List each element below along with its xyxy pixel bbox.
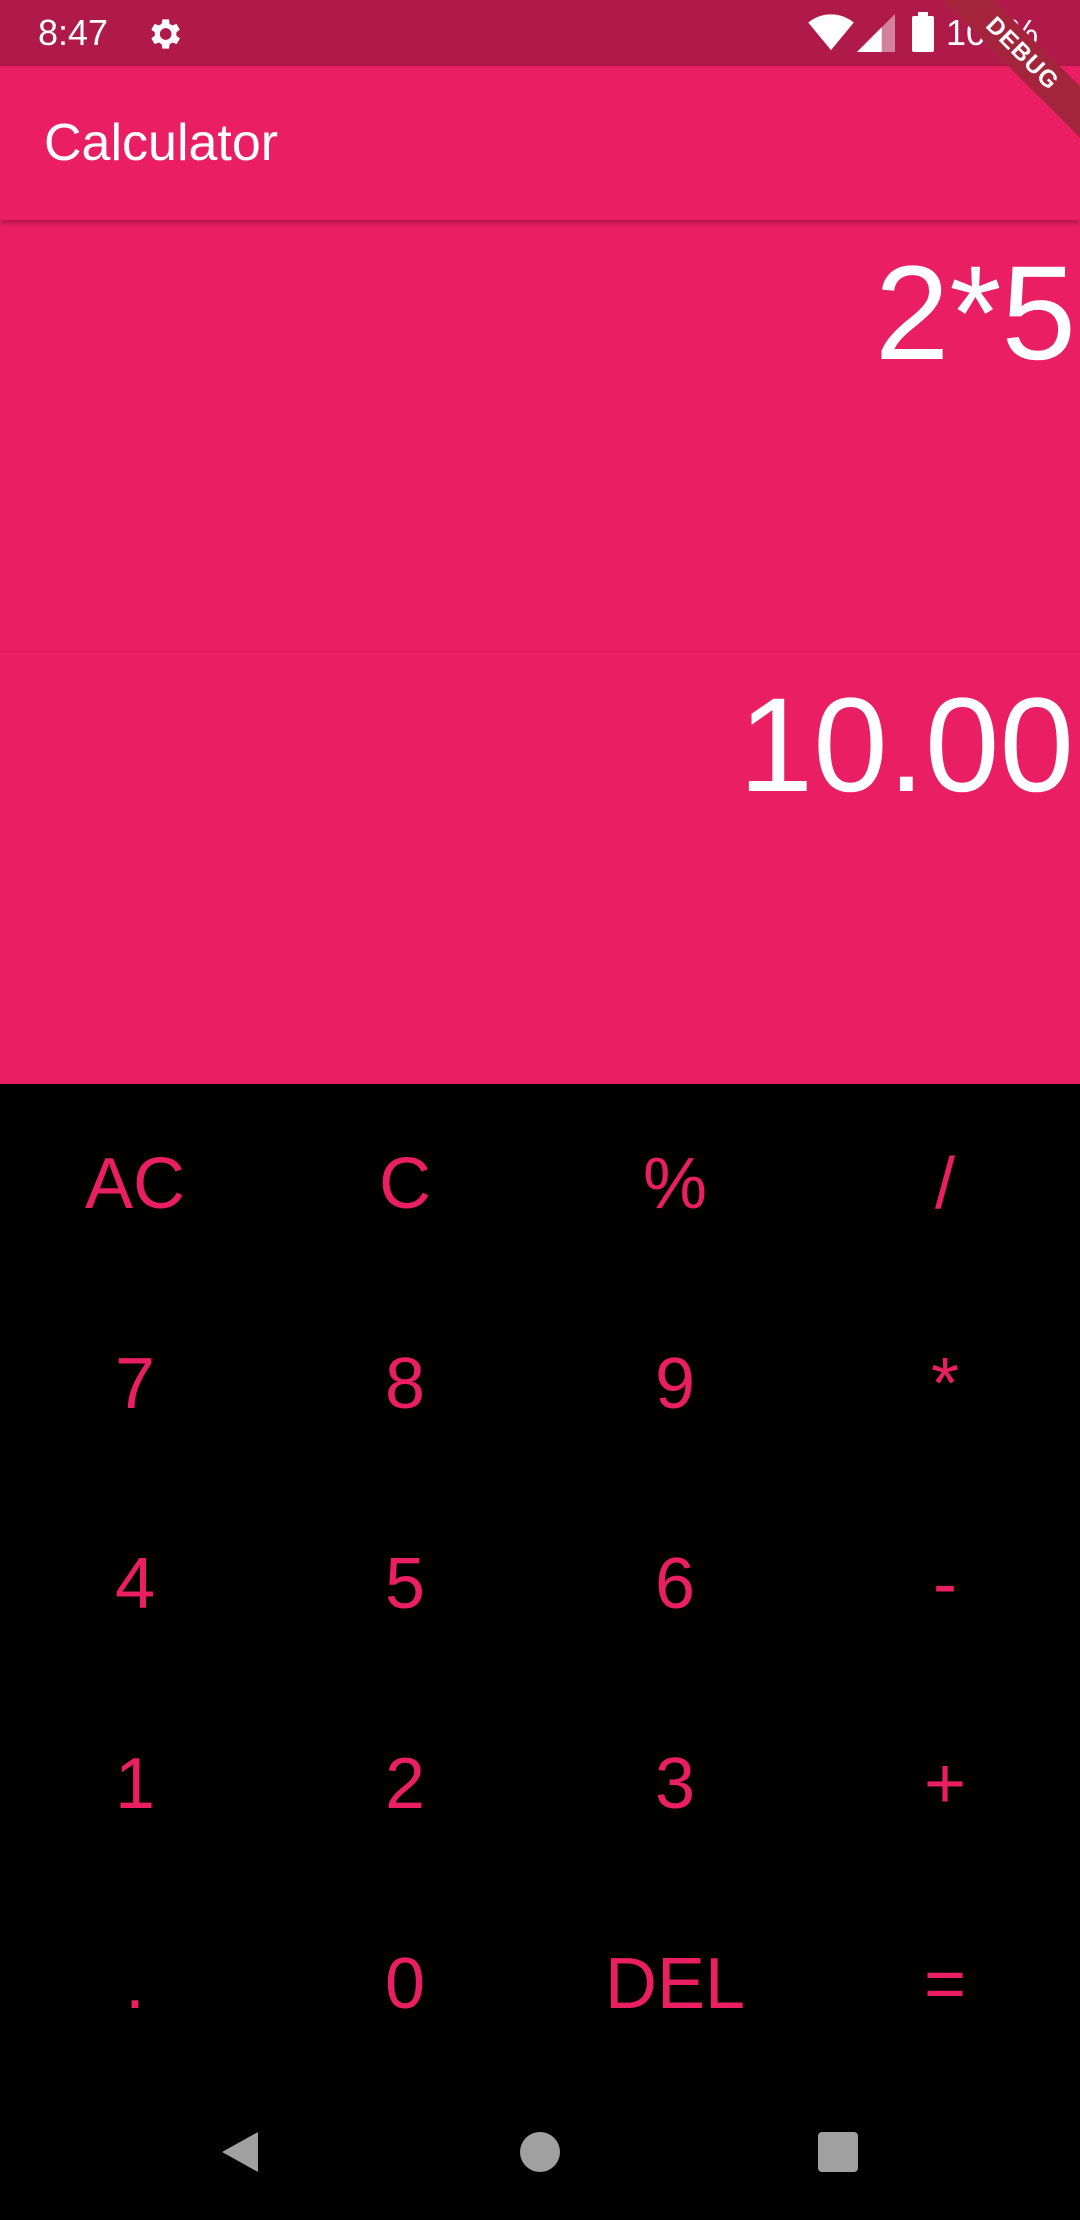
result-text: 10.00 — [738, 671, 1074, 820]
digit-5-button[interactable]: 5 — [384, 1544, 426, 1624]
debug-banner: DEBUG — [910, 0, 1080, 170]
home-circle-icon[interactable] — [516, 2128, 564, 2176]
keypad-row: 7 8 9 * — [0, 1284, 1080, 1484]
keypad-row: AC C % / — [0, 1084, 1080, 1284]
digit-6-button[interactable]: 6 — [654, 1544, 696, 1624]
calculator-display: 2*5 10.00 — [0, 220, 1080, 1084]
digit-7-button[interactable]: 7 — [114, 1344, 156, 1424]
clear-button[interactable]: C — [379, 1144, 431, 1224]
recents-square-icon[interactable] — [814, 2128, 862, 2176]
decimal-point-button[interactable]: . — [124, 1944, 145, 2024]
navigation-bar — [0, 2084, 1080, 2220]
add-button[interactable]: + — [923, 1744, 967, 1824]
app-title: Calculator — [44, 114, 279, 172]
digit-1-button[interactable]: 1 — [114, 1744, 156, 1824]
digit-2-button[interactable]: 2 — [384, 1744, 426, 1824]
wifi-icon — [808, 14, 854, 51]
equals-button[interactable]: = — [923, 1944, 967, 2024]
digit-8-button[interactable]: 8 — [384, 1344, 426, 1424]
multiply-button[interactable]: * — [930, 1344, 960, 1424]
keypad-row: 4 5 6 - — [0, 1484, 1080, 1684]
expression-panel: 2*5 — [0, 220, 1080, 652]
cellular-signal-icon — [857, 14, 895, 52]
keypad-row: 1 2 3 + — [0, 1684, 1080, 1884]
delete-button[interactable]: DEL — [604, 1944, 746, 2024]
status-time: 8:47 — [38, 12, 109, 53]
divide-button[interactable]: / — [934, 1144, 955, 1224]
digit-4-button[interactable]: 4 — [114, 1544, 156, 1624]
digit-0-button[interactable]: 0 — [384, 1944, 426, 2024]
keypad: AC C % / 7 8 9 * 4 5 6 - 1 2 3 + . 0 DEL… — [0, 1084, 1080, 2084]
debug-banner-label: DEBUG — [931, 0, 1080, 145]
back-triangle-icon[interactable] — [216, 2128, 264, 2176]
percent-button[interactable]: % — [642, 1144, 708, 1224]
gear-icon — [151, 19, 180, 49]
keypad-row: . 0 DEL = — [0, 1884, 1080, 2084]
digit-9-button[interactable]: 9 — [654, 1344, 696, 1424]
expression-text: 2*5 — [874, 239, 1076, 388]
app-bar: Calculator — [0, 66, 1080, 220]
digit-3-button[interactable]: 3 — [654, 1744, 696, 1824]
status-bar: 8:47 100% — [0, 0, 1080, 66]
subtract-button[interactable]: - — [933, 1544, 957, 1624]
battery-full-icon — [912, 12, 934, 52]
all-clear-button[interactable]: AC — [84, 1144, 186, 1224]
result-panel: 10.00 — [0, 652, 1080, 1084]
